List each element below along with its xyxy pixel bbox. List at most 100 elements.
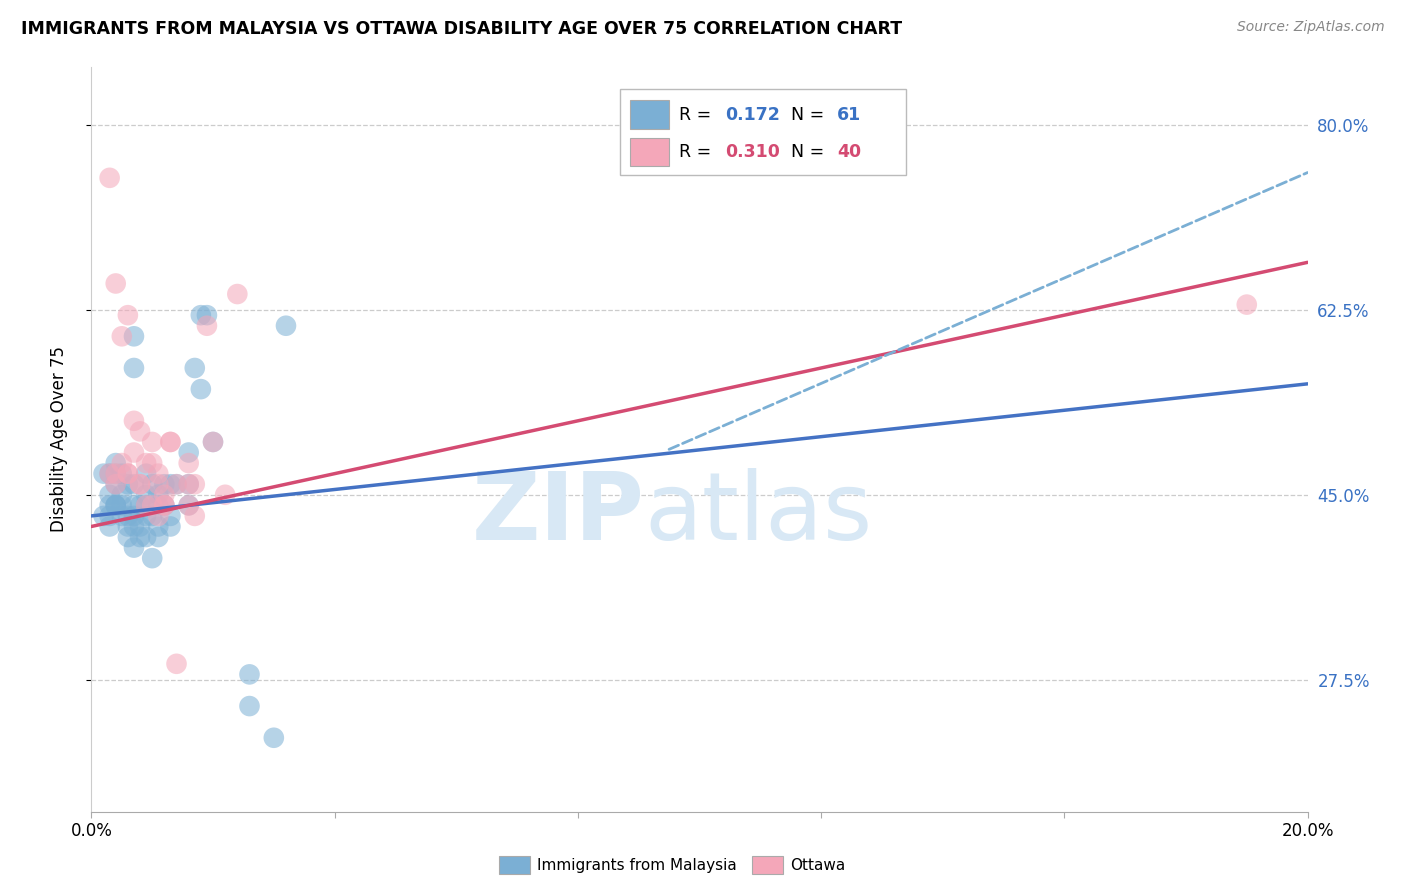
Point xyxy=(98,488,121,502)
Point xyxy=(159,434,181,449)
Point xyxy=(117,530,139,544)
Point xyxy=(159,434,181,449)
Point xyxy=(202,434,225,449)
Text: N =: N = xyxy=(790,105,824,124)
Text: 0.310: 0.310 xyxy=(725,143,780,161)
Point xyxy=(93,508,115,523)
Point xyxy=(122,508,145,523)
Text: Immigrants from Malaysia: Immigrants from Malaysia xyxy=(537,858,737,872)
Point xyxy=(148,530,170,544)
Text: atlas: atlas xyxy=(645,467,873,560)
Point xyxy=(129,519,152,533)
Point xyxy=(111,508,134,523)
Point xyxy=(274,318,297,333)
Point xyxy=(117,477,139,491)
Point xyxy=(104,499,127,513)
Text: ZIP: ZIP xyxy=(472,467,645,560)
Point xyxy=(141,499,163,513)
Point xyxy=(190,382,212,396)
Point xyxy=(135,499,157,513)
Point xyxy=(111,329,134,343)
Point xyxy=(135,456,157,470)
Point xyxy=(148,519,170,533)
Text: IMMIGRANTS FROM MALAYSIA VS OTTAWA DISABILITY AGE OVER 75 CORRELATION CHART: IMMIGRANTS FROM MALAYSIA VS OTTAWA DISAB… xyxy=(21,20,903,37)
Point xyxy=(141,508,163,523)
Point xyxy=(117,519,139,533)
Y-axis label: Disability Age Over 75: Disability Age Over 75 xyxy=(49,346,67,533)
Point xyxy=(141,477,163,491)
Point xyxy=(184,477,207,491)
Point xyxy=(135,488,157,502)
Point xyxy=(159,508,181,523)
Point xyxy=(122,477,145,491)
Point xyxy=(141,434,163,449)
Point xyxy=(238,667,260,681)
Point xyxy=(104,499,127,513)
Point xyxy=(238,699,260,714)
Bar xyxy=(630,137,669,166)
Point xyxy=(148,477,170,491)
Point xyxy=(177,477,200,491)
Point xyxy=(141,456,163,470)
Point xyxy=(117,308,139,322)
Point xyxy=(153,499,176,513)
Point xyxy=(184,361,207,376)
Point xyxy=(153,499,176,513)
Point xyxy=(226,287,249,301)
Point xyxy=(177,456,200,470)
Point xyxy=(166,477,188,491)
Point xyxy=(195,308,218,322)
Point xyxy=(129,499,152,513)
Point xyxy=(104,499,127,513)
Point xyxy=(104,467,127,481)
Point xyxy=(135,499,157,513)
Point xyxy=(166,477,188,491)
Point xyxy=(166,657,188,671)
Point xyxy=(129,477,152,491)
Point xyxy=(129,530,152,544)
Point xyxy=(104,456,127,470)
Point xyxy=(122,445,145,459)
Point xyxy=(148,467,170,481)
Text: 0.172: 0.172 xyxy=(725,105,780,124)
Point xyxy=(153,477,176,491)
Point xyxy=(1236,297,1258,311)
Text: 40: 40 xyxy=(837,143,860,161)
Text: Source: ZipAtlas.com: Source: ZipAtlas.com xyxy=(1237,20,1385,34)
Point xyxy=(104,477,127,491)
Point xyxy=(122,541,145,555)
Point xyxy=(104,467,127,481)
FancyBboxPatch shape xyxy=(620,89,907,175)
Point xyxy=(148,508,170,523)
Point xyxy=(111,456,134,470)
Point xyxy=(111,467,134,481)
Point xyxy=(117,508,139,523)
Point xyxy=(98,467,121,481)
Text: N =: N = xyxy=(790,143,824,161)
Point xyxy=(263,731,285,745)
Point xyxy=(159,477,181,491)
Point xyxy=(111,488,134,502)
Point xyxy=(104,477,127,491)
Point xyxy=(129,477,152,491)
Point xyxy=(93,467,115,481)
Text: Ottawa: Ottawa xyxy=(790,858,845,872)
Point xyxy=(190,308,212,322)
Point xyxy=(111,499,134,513)
Point xyxy=(117,467,139,481)
Point xyxy=(122,499,145,513)
Point xyxy=(117,467,139,481)
Point xyxy=(98,170,121,185)
Text: R =: R = xyxy=(679,105,711,124)
Point xyxy=(148,499,170,513)
Point xyxy=(141,551,163,566)
Point xyxy=(104,277,127,291)
Point xyxy=(177,499,200,513)
Bar xyxy=(630,101,669,128)
Point xyxy=(135,530,157,544)
Point xyxy=(214,488,236,502)
Point xyxy=(195,318,218,333)
Text: 61: 61 xyxy=(837,105,860,124)
Point xyxy=(153,488,176,502)
Point xyxy=(122,361,145,376)
